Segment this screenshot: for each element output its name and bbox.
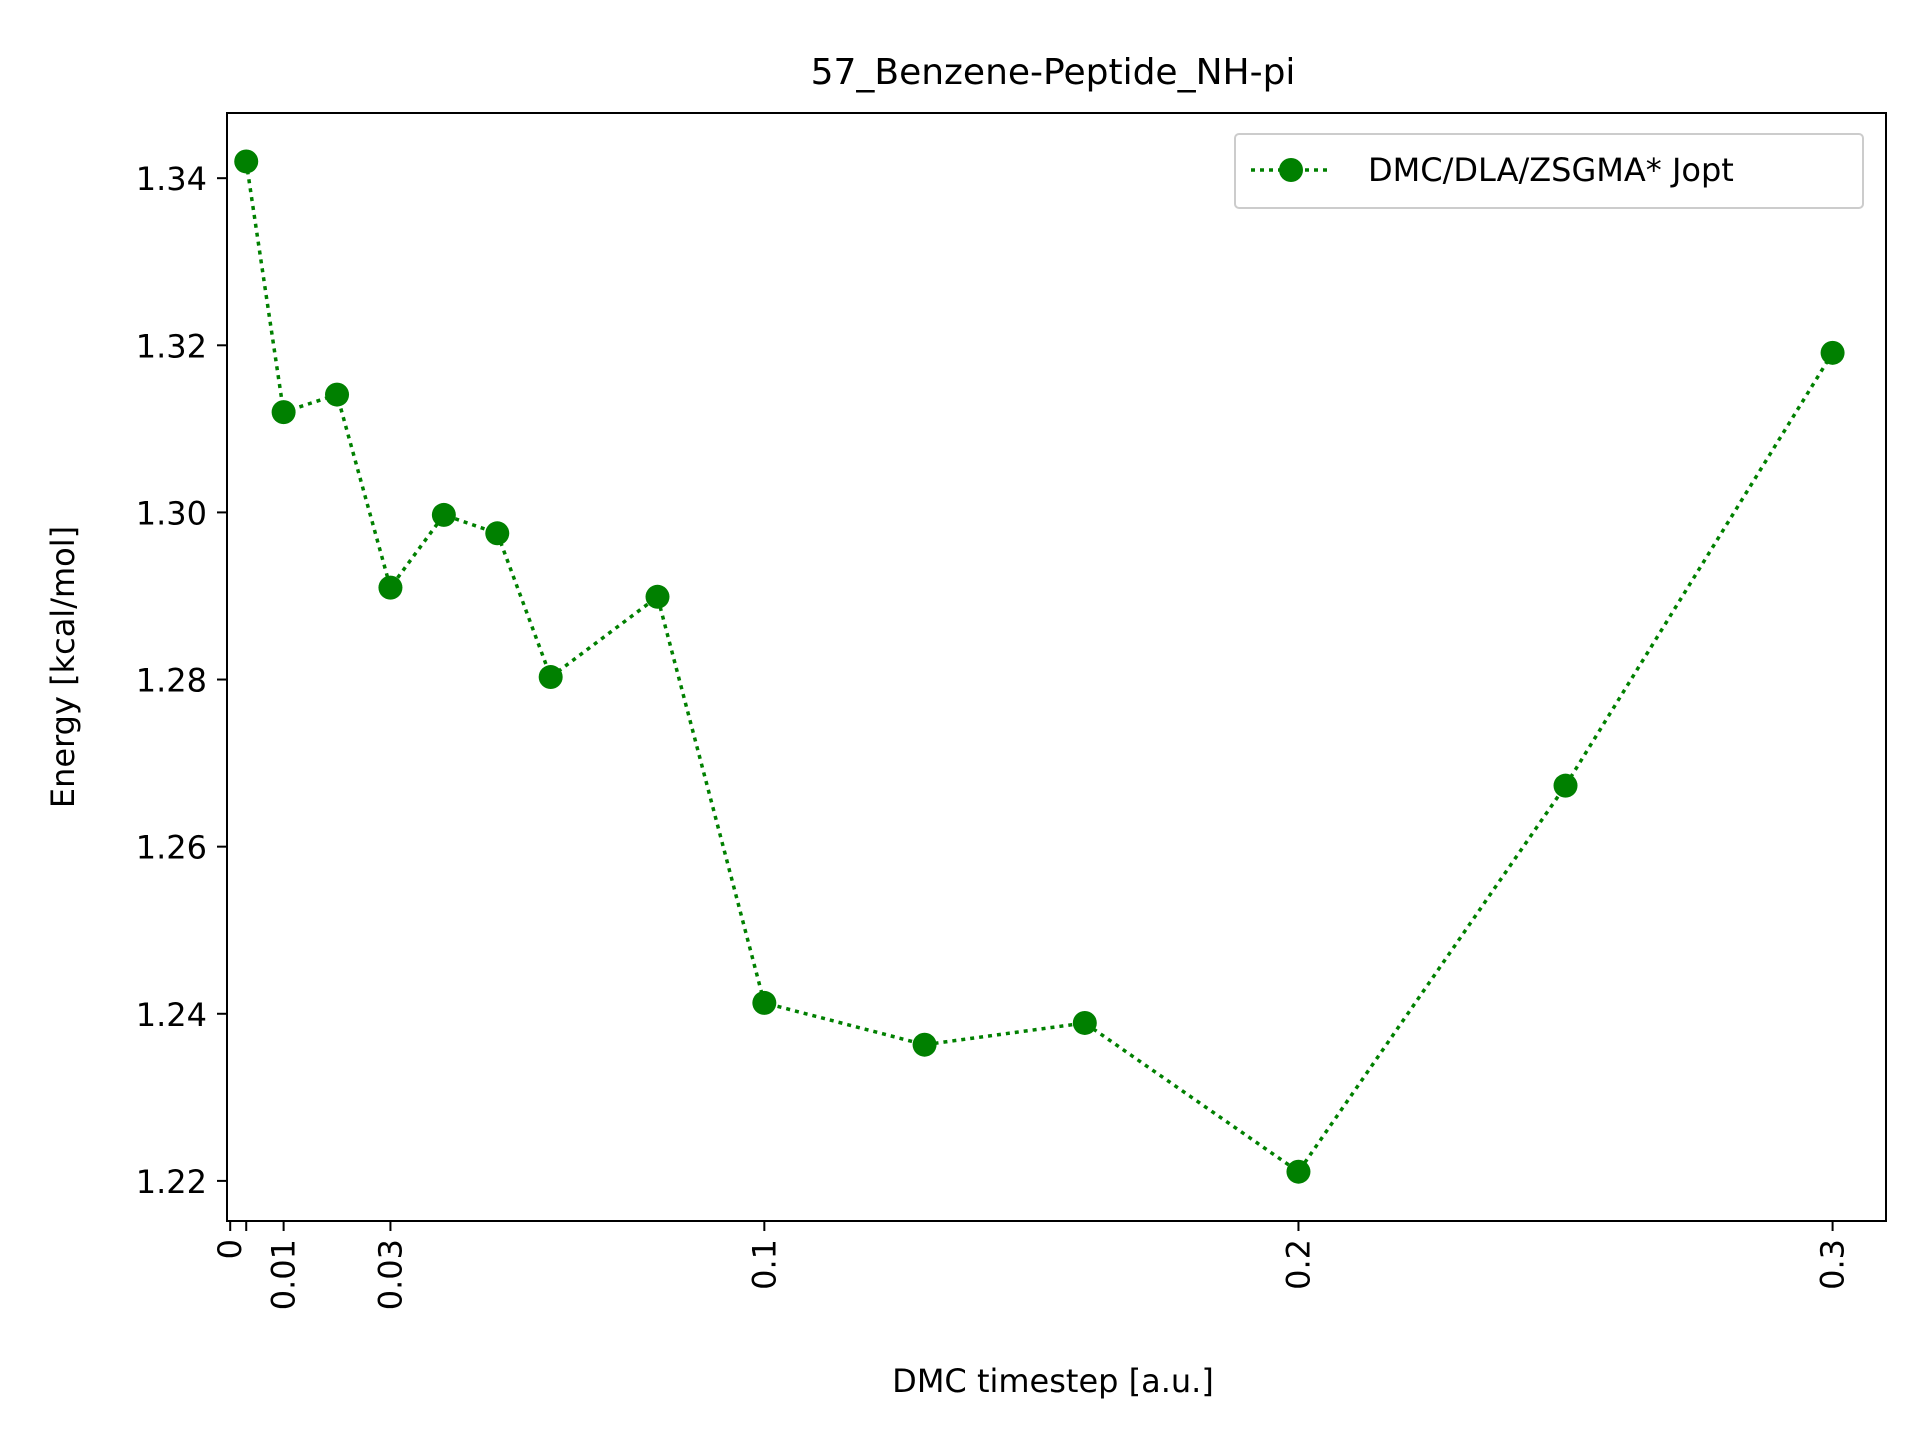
data-point bbox=[1820, 340, 1845, 365]
chart-title: 57_Benzene-Peptide_NH-pi bbox=[811, 52, 1296, 93]
data-point bbox=[325, 382, 350, 407]
y-axis-label: Energy [kcal/mol] bbox=[44, 526, 82, 808]
data-point bbox=[912, 1032, 937, 1057]
data-point bbox=[752, 990, 777, 1015]
x-tick-label: 0.03 bbox=[371, 1239, 409, 1310]
plot-area: 1.22 1.24 1.26 1.28 1.30 1.32 1.34 0 0.01 0.03 0.1… bbox=[136, 112, 1887, 1310]
y-tick-label: 1.22 bbox=[136, 1163, 207, 1201]
y-tick-label: 1.32 bbox=[136, 327, 207, 365]
x-tick-label: 0 bbox=[211, 1239, 249, 1259]
y-tick-label: 1.24 bbox=[136, 996, 207, 1034]
axes-frame bbox=[226, 112, 1887, 1222]
y-tick-label: 1.28 bbox=[136, 662, 207, 700]
legend-label: DMC/DLA/ZSGMA* Jopt bbox=[1368, 151, 1734, 189]
x-tick-label: 0.3 bbox=[1814, 1239, 1852, 1290]
legend: DMC/DLA/ZSGMA* Jopt bbox=[1234, 133, 1864, 209]
data-point bbox=[645, 584, 670, 609]
data-point bbox=[271, 400, 296, 425]
legend-box bbox=[1234, 133, 1864, 209]
x-tick-label: 0.01 bbox=[265, 1239, 303, 1310]
y-tick-label: 1.30 bbox=[136, 494, 207, 532]
data-point bbox=[1553, 773, 1578, 798]
data-point bbox=[538, 665, 563, 690]
y-tick-label: 1.26 bbox=[136, 829, 207, 867]
data-point bbox=[234, 149, 259, 174]
data-point bbox=[1286, 1159, 1311, 1184]
x-tick-label: 0.1 bbox=[745, 1239, 783, 1290]
data-point bbox=[1072, 1010, 1097, 1035]
series-line bbox=[244, 161, 1835, 1175]
legend-marker-sample bbox=[1279, 158, 1303, 182]
x-axis-label: DMC timestep [a.u.] bbox=[892, 1362, 1214, 1400]
data-point bbox=[431, 502, 456, 527]
y-tick-label: 1.34 bbox=[136, 160, 207, 198]
data-point bbox=[485, 521, 510, 546]
x-tick-label: 0.2 bbox=[1279, 1239, 1317, 1290]
data-point bbox=[378, 575, 403, 600]
